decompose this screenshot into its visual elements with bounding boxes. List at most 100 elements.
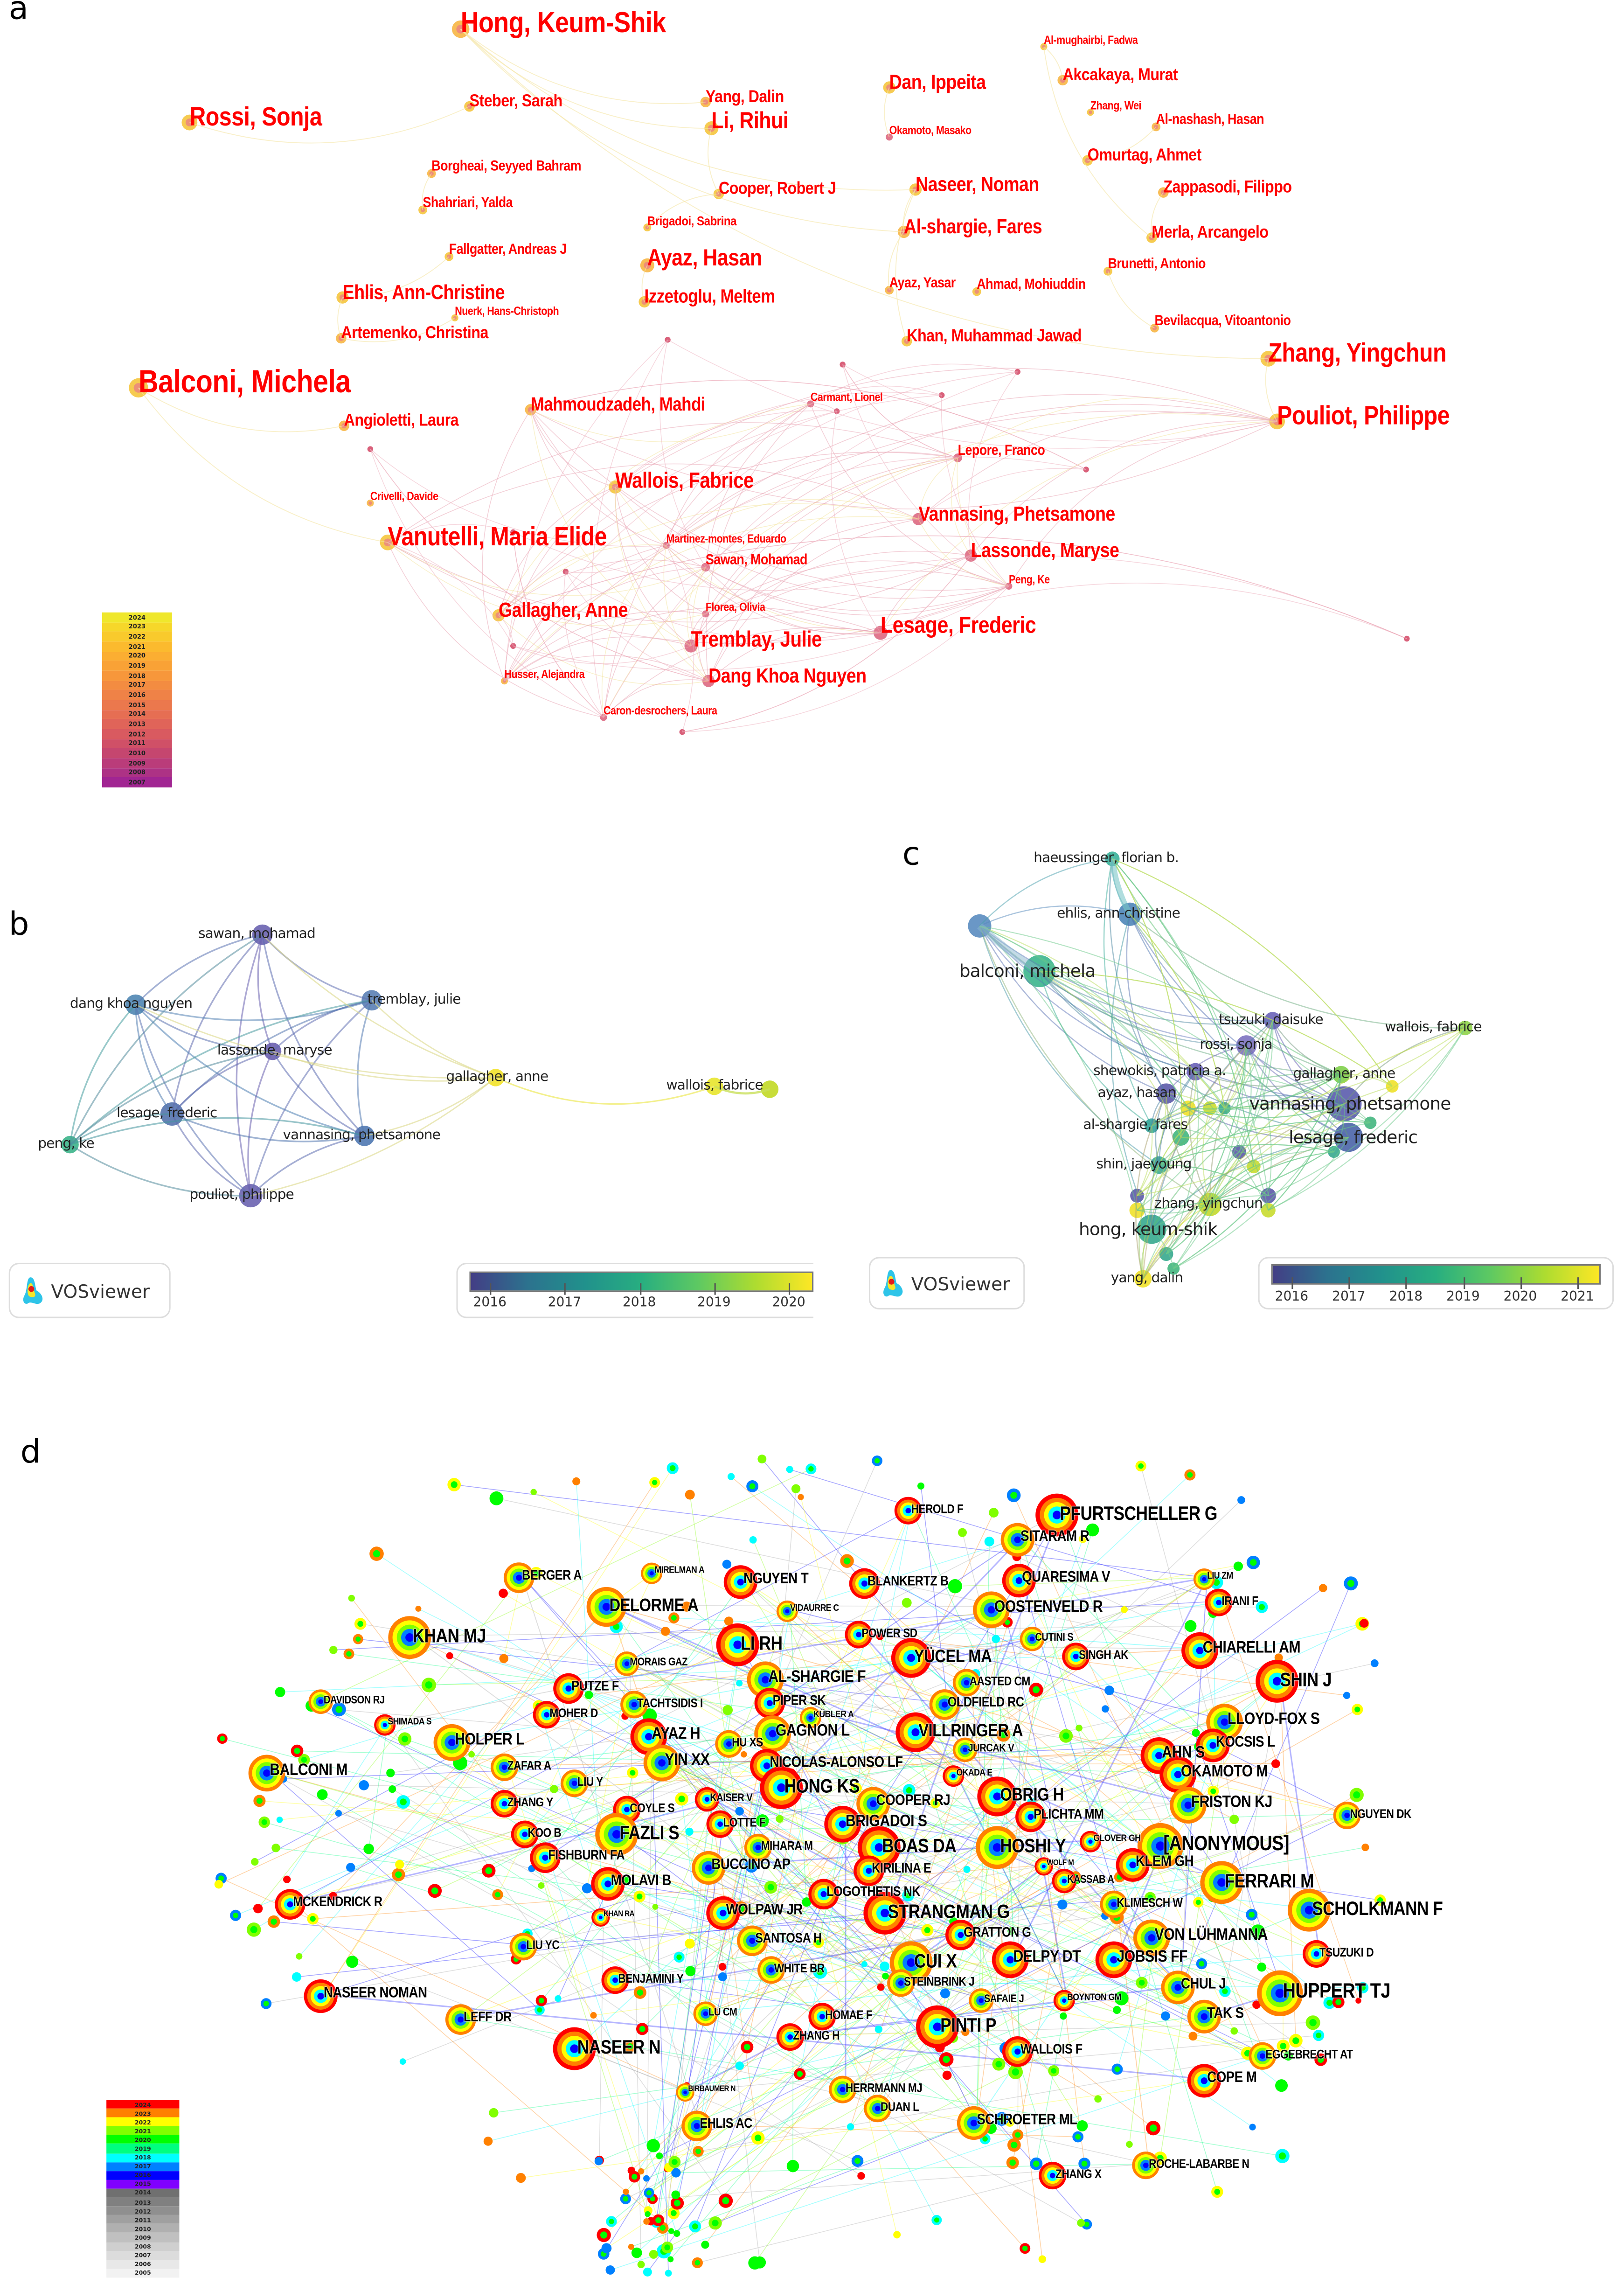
cited-author-node[interactable]	[977, 1776, 1017, 1817]
cited-author-node[interactable]	[591, 1867, 625, 1901]
cited-author-node[interactable]	[798, 1494, 804, 1500]
cited-author-node[interactable]	[1057, 1899, 1068, 1910]
cited-author-node[interactable]	[969, 1988, 993, 2013]
cited-author-node[interactable]	[856, 1787, 890, 1821]
cited-author-node[interactable]	[786, 1466, 793, 1473]
cited-author-node[interactable]	[681, 1602, 692, 1612]
cited-author-node[interactable]	[538, 1882, 545, 1889]
cited-author-node[interactable]	[671, 2190, 680, 2200]
cited-author-node[interactable]	[880, 1961, 890, 1971]
cited-author-node[interactable]	[1094, 2095, 1102, 2103]
author-node[interactable]	[938, 392, 945, 398]
cited-author-node[interactable]	[553, 2027, 596, 2070]
cited-author-node[interactable]	[415, 1605, 422, 1612]
cited-author-node[interactable]	[735, 2061, 744, 2070]
cited-author-node[interactable]	[992, 1635, 1000, 1643]
cited-author-node[interactable]	[757, 1455, 767, 1464]
cited-author-node[interactable]	[668, 2228, 674, 2234]
cited-author-node[interactable]	[584, 1691, 593, 1699]
cited-author-node[interactable]	[706, 1896, 740, 1930]
cited-author-node[interactable]	[1188, 2032, 1198, 2041]
cited-author-node[interactable]	[1104, 1685, 1114, 1695]
cited-author-node[interactable]	[1271, 1759, 1280, 1768]
cited-author-node[interactable]	[1039, 2162, 1067, 2190]
cited-author-node[interactable]	[861, 1961, 868, 1967]
cited-author-node[interactable]	[560, 1769, 589, 1797]
cited-author-node[interactable]	[976, 1826, 1019, 1869]
cited-author-node[interactable]	[882, 1972, 889, 1980]
cited-author-node[interactable]	[1078, 1535, 1087, 1543]
cited-author-node[interactable]	[641, 1562, 663, 1584]
cited-author-node[interactable]	[716, 1623, 759, 1666]
author-node[interactable]	[1404, 635, 1410, 642]
cited-author-node[interactable]	[660, 1627, 670, 1636]
cited-author-node[interactable]	[348, 1595, 355, 1602]
cited-author-node[interactable]	[511, 1820, 539, 1848]
cited-author-node[interactable]	[940, 1988, 950, 1999]
cited-author-node[interactable]	[802, 1897, 812, 1907]
cited-author-node[interactable]	[329, 1892, 338, 1901]
cited-author-node[interactable]	[499, 1588, 508, 1598]
cited-author-node[interactable]	[961, 2027, 970, 2036]
cited-author-node[interactable]	[1062, 1643, 1090, 1671]
cited-author-node[interactable]	[623, 1876, 631, 1884]
cited-author-node[interactable]	[735, 1807, 744, 1816]
cited-author-node[interactable]	[747, 1661, 784, 1699]
cited-author-node[interactable]	[1052, 1868, 1077, 1894]
cited-author-node[interactable]	[1181, 1632, 1218, 1669]
cited-author-node[interactable]	[248, 1755, 285, 1792]
cited-author-node[interactable]	[1200, 1861, 1243, 1904]
cited-author-node[interactable]	[1256, 1659, 1299, 1703]
cited-author-node[interactable]	[595, 1813, 638, 1856]
cited-author-node[interactable]	[1333, 1801, 1361, 1830]
cited-author-node[interactable]	[601, 1966, 629, 1994]
cited-author-node[interactable]	[329, 1646, 338, 1654]
cited-author-node[interactable]	[359, 1780, 369, 1790]
cited-author-node[interactable]	[1053, 1990, 1075, 2012]
cited-author-node[interactable]	[847, 2123, 854, 2131]
cited-author-node[interactable]	[963, 1866, 971, 1873]
cited-author-node[interactable]	[433, 1724, 471, 1761]
cited-author-node[interactable]	[665, 2270, 672, 2277]
cited-author-node[interactable]	[854, 1855, 884, 1887]
cited-author-node[interactable]	[1116, 1848, 1150, 1882]
cited-author-node[interactable]	[893, 2231, 901, 2239]
cited-author-node[interactable]	[1076, 1724, 1083, 1732]
cited-author-node[interactable]	[388, 1616, 431, 1659]
cited-author-node[interactable]	[671, 2168, 681, 2178]
cited-author-node[interactable]	[643, 1744, 680, 1782]
cited-author-node[interactable]	[973, 1591, 1010, 1629]
cited-author-node[interactable]	[667, 2256, 674, 2263]
cited-author-node[interactable]	[1370, 1659, 1379, 1667]
cited-author-node[interactable]	[490, 1790, 519, 1818]
cited-author-node[interactable]	[346, 1863, 355, 1872]
cited-author-node[interactable]	[620, 1691, 648, 1719]
cited-author-node[interactable]	[1257, 1962, 1266, 1972]
cited-author-node[interactable]	[1343, 1692, 1351, 1699]
cited-author-node[interactable]	[1355, 1998, 1361, 2004]
cited-author-node[interactable]	[1133, 1919, 1170, 1957]
cited-author-node[interactable]	[891, 1638, 931, 1678]
cited-author-node[interactable]	[1060, 2012, 1067, 2020]
cited-author-node[interactable]	[530, 1842, 561, 1873]
cited-author-node[interactable]	[676, 2083, 694, 2102]
cited-author-node[interactable]	[1284, 2051, 1293, 2061]
cited-author-node[interactable]	[1000, 1523, 1034, 1557]
cited-author-node[interactable]	[1015, 1801, 1046, 1832]
cited-author-node[interactable]	[943, 1765, 965, 1787]
cited-author-node[interactable]	[590, 2012, 597, 2019]
cited-author-node[interactable]	[706, 1810, 734, 1838]
cited-author-node[interactable]	[685, 1827, 694, 1836]
cited-author-node[interactable]	[718, 1972, 727, 1981]
cited-author-node[interactable]	[335, 1810, 342, 1817]
cited-author-node[interactable]	[874, 2025, 883, 2033]
cited-author-node[interactable]	[582, 1883, 592, 1894]
author-node[interactable]	[1083, 467, 1089, 473]
cited-author-node[interactable]	[1002, 2036, 1033, 2067]
cited-author-node[interactable]	[1038, 2255, 1047, 2263]
cited-author-node[interactable]	[643, 2175, 650, 2182]
author-node[interactable]	[510, 643, 516, 649]
cited-author-node[interactable]	[917, 1482, 925, 1490]
cited-author-node[interactable]	[715, 1730, 743, 1758]
cited-author-node[interactable]	[251, 1858, 259, 1866]
